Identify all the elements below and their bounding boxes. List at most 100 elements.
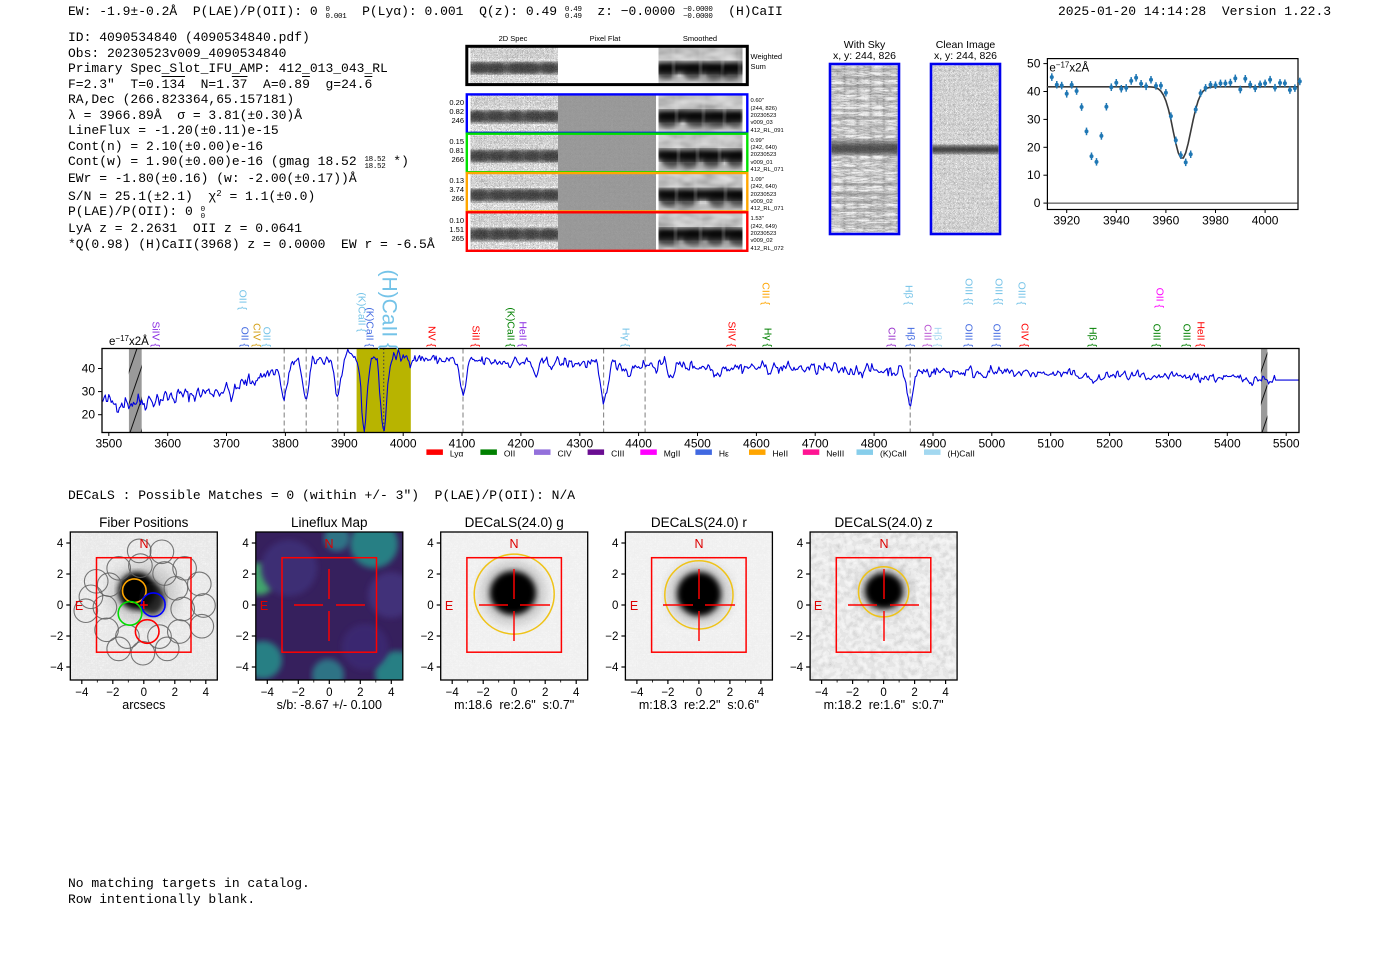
svg-text:265: 265 [451,234,464,243]
svg-text:2: 2 [172,687,178,699]
svg-text:Hβ {: Hβ { [932,327,944,348]
svg-text:4000: 4000 [1252,214,1279,228]
svg-text:SiII {: SiII { [470,325,482,347]
svg-text:−4: −4 [50,662,64,674]
svg-text:3920: 3920 [1053,214,1080,228]
svg-text:(242, 649): (242, 649) [751,224,777,230]
svg-text:OII {: OII { [237,290,249,311]
svg-text:−2: −2 [292,687,305,699]
svg-text:5200: 5200 [1096,437,1123,451]
svg-text:NV {: NV { [426,326,438,348]
svg-text:2: 2 [727,687,733,699]
svg-text:e−17x2Å: e−17x2Å [1049,61,1089,75]
svg-text:0.15: 0.15 [449,137,464,146]
svg-text:40: 40 [1027,85,1041,99]
svg-text:412_RL_071: 412_RL_071 [751,167,784,173]
svg-text:50: 50 [1027,57,1041,71]
svg-text:HeII {: HeII { [517,321,529,347]
svg-text:2: 2 [911,687,917,699]
svg-text:−2: −2 [605,631,618,643]
svg-text:30: 30 [1027,112,1041,126]
svg-text:3900: 3900 [331,437,358,451]
svg-text:3700: 3700 [213,437,240,451]
svg-text:5400: 5400 [1214,437,1241,451]
svg-text:OII {: OII { [1154,288,1166,309]
svg-text:4400: 4400 [625,437,652,451]
svg-text:N: N [694,537,703,551]
svg-text:3500: 3500 [95,437,122,451]
svg-text:Hγ {: Hγ { [762,328,774,348]
svg-text:E: E [445,599,453,613]
svg-text:m:18.6 re:2.6" s:0.7": m:18.6 re:2.6" s:0.7" [454,698,574,712]
svg-text:Hε: Hε [719,449,729,459]
svg-text:20: 20 [1027,140,1041,154]
svg-text:0: 0 [326,687,332,699]
svg-text:0.60": 0.60" [751,98,764,104]
svg-text:CIII {: CIII { [760,282,772,305]
svg-text:HeII {: HeII { [1195,321,1207,347]
svg-text:HeII: HeII [773,449,789,459]
svg-text:0: 0 [1034,196,1041,210]
svg-text:OIII {: OIII { [1016,282,1028,306]
svg-text:266: 266 [451,194,464,203]
svg-text:4: 4 [573,687,580,699]
svg-text:2: 2 [242,569,248,581]
svg-text:E: E [814,599,822,613]
svg-text:4700: 4700 [802,437,829,451]
svg-text:Clean Image: Clean Image [936,39,996,51]
svg-text:OIII {{: OIII {{ [963,278,975,305]
svg-text:SiIV {: SiIV { [726,321,738,347]
svg-text:(242, 640): (242, 640) [751,184,777,190]
svg-text:40: 40 [82,362,96,376]
svg-text:OIII {: OIII { [991,324,1003,348]
svg-text:4: 4 [388,687,395,699]
svg-text:s/b: -8.67 +/- 0.100: s/b: -8.67 +/- 0.100 [277,698,382,712]
svg-text:4100: 4100 [449,437,476,451]
svg-text:CIV {: CIV { [1019,323,1031,347]
svg-text:−2: −2 [50,631,63,643]
svg-text:−4: −4 [75,687,89,699]
svg-text:NeIII: NeIII [826,449,844,459]
svg-text:m:18.3 re:2.2" s:0.6": m:18.3 re:2.2" s:0.6" [639,698,759,712]
svg-text:(K)CaII {: (K)CaII { [505,307,517,347]
svg-text:Hβ {: Hβ { [905,327,917,348]
svg-text:−4: −4 [421,662,435,674]
svg-text:v009_02: v009_02 [751,199,773,205]
svg-text:412_RL_091: 412_RL_091 [751,128,784,134]
svg-text:OII {: OII { [239,327,251,348]
svg-text:CIV {: CIV { [251,323,263,347]
svg-text:266: 266 [451,155,464,164]
svg-text:OIII {: OIII { [1151,324,1163,348]
svg-text:3600: 3600 [154,437,181,451]
svg-text:2: 2 [357,687,363,699]
svg-text:Weighted: Weighted [751,52,783,61]
svg-text:CIII {: CIII { [922,324,934,347]
svg-text:Fiber Positions: Fiber Positions [99,515,189,530]
svg-text:5300: 5300 [1155,437,1182,451]
svg-text:5100: 5100 [1037,437,1064,451]
svg-text:DECaLS(24.0) r: DECaLS(24.0) r [651,515,748,530]
svg-text:−4: −4 [815,687,829,699]
svg-text:0.13: 0.13 [449,176,464,185]
svg-text:4: 4 [758,687,765,699]
svg-text:DECaLS(24.0) g: DECaLS(24.0) g [465,515,564,530]
svg-text:0: 0 [797,600,803,612]
svg-text:3960: 3960 [1153,214,1180,228]
svg-text:2D Spec: 2D Spec [499,34,528,43]
svg-text:N: N [879,537,888,551]
svg-text:2: 2 [427,569,433,581]
svg-text:OIII {{: OIII {{ [993,278,1005,305]
svg-text:(H)CaII {: (H)CaII { [377,269,400,350]
svg-text:20230523: 20230523 [751,152,777,158]
svg-text:4500: 4500 [684,437,711,451]
svg-text:CIII: CIII [611,449,624,459]
svg-text:E: E [75,599,83,613]
svg-text:0.82: 0.82 [449,107,464,116]
svg-text:0: 0 [612,600,618,612]
svg-text:e−17x2Å: e−17x2Å [109,334,149,348]
svg-text:1.51: 1.51 [449,225,464,234]
svg-text:x, y: 244, 826: x, y: 244, 826 [833,50,896,62]
svg-text:4600: 4600 [743,437,770,451]
svg-text:−2: −2 [846,687,859,699]
svg-text:5500: 5500 [1273,437,1300,451]
